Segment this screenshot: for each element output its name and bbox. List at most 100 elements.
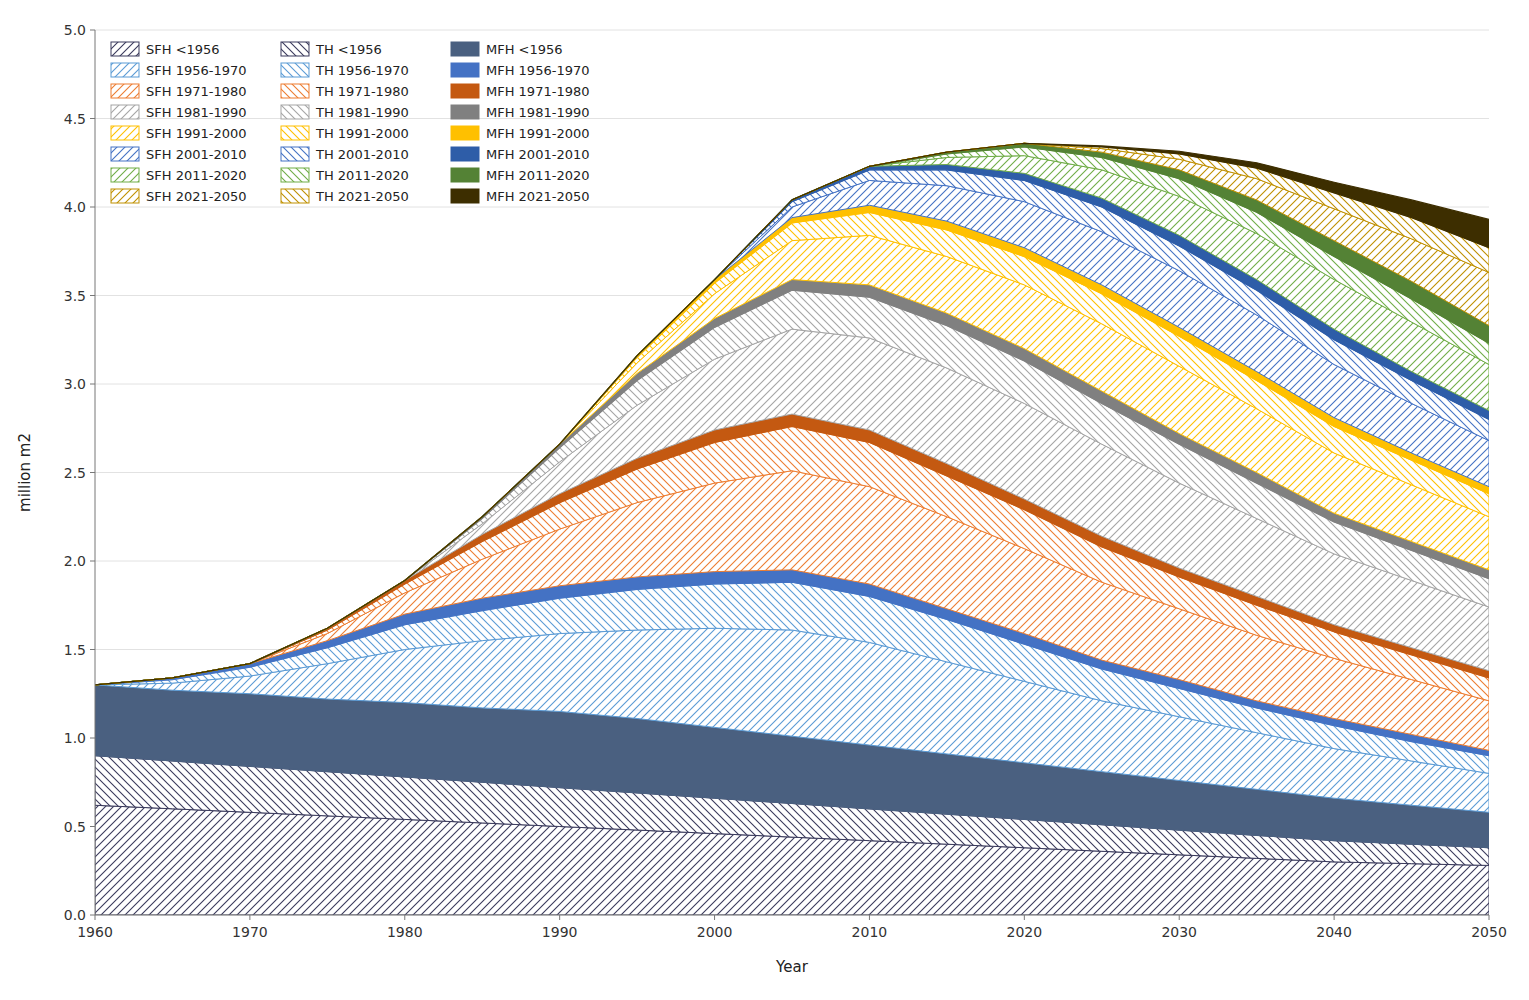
legend-swatch	[111, 84, 139, 98]
legend: SFH <1956 TH <1956 MFH <1956 SFH 1956-1970 T…	[111, 42, 589, 204]
legend-swatch	[281, 84, 309, 98]
x-tick	[1334, 915, 1335, 920]
legend-label: SFH <1956	[146, 42, 220, 57]
x-tick	[95, 915, 96, 920]
legend-swatch	[281, 168, 309, 182]
x-tick	[1489, 915, 1490, 920]
legend-swatch	[451, 84, 479, 98]
y-tick	[90, 826, 95, 827]
y-tick	[90, 384, 95, 385]
y-tick	[90, 915, 95, 916]
grid-line	[95, 30, 1489, 31]
legend-label: TH 2021-2050	[315, 189, 409, 204]
y-tick-label: 1.0	[64, 730, 86, 746]
legend-label: SFH 2021-2050	[146, 189, 247, 204]
y-tick-label: 3.5	[64, 288, 86, 304]
legend-swatch	[281, 189, 309, 203]
legend-label: MFH 2021-2050	[486, 189, 589, 204]
legend-swatch	[281, 147, 309, 161]
legend-label: TH <1956	[315, 42, 382, 57]
legend-swatch	[451, 105, 479, 119]
y-tick-label: 4.5	[64, 111, 86, 127]
legend-label: SFH 2011-2020	[146, 168, 247, 183]
y-tick	[90, 118, 95, 119]
areas	[95, 143, 1489, 915]
x-tick-label: 2030	[1161, 924, 1197, 940]
y-tick-label: 2.0	[64, 553, 86, 569]
y-tick-label: 3.0	[64, 376, 86, 392]
legend-label: TH 1991-2000	[315, 126, 409, 141]
area	[95, 143, 1489, 685]
legend-swatch	[111, 105, 139, 119]
legend-label: TH 2011-2020	[315, 168, 409, 183]
legend-swatch	[281, 126, 309, 140]
area	[95, 143, 1489, 685]
x-tick	[1179, 915, 1180, 920]
x-tick-label: 1960	[77, 924, 113, 940]
legend-label: SFH 2001-2010	[146, 147, 247, 162]
x-tick-label: 2050	[1471, 924, 1507, 940]
legend-swatch	[451, 126, 479, 140]
legend-label: MFH 1971-1980	[486, 84, 589, 99]
area	[95, 143, 1489, 685]
legend-label: MFH <1956	[486, 42, 563, 57]
x-tick	[559, 915, 560, 920]
y-tick-label: 1.5	[64, 642, 86, 658]
legend-label: SFH 1971-1980	[146, 84, 247, 99]
y-tick	[90, 561, 95, 562]
legend-label: TH 1956-1970	[315, 63, 409, 78]
x-tick-label: 2010	[852, 924, 888, 940]
legend-label: MFH 2011-2020	[486, 168, 589, 183]
legend-swatch	[111, 63, 139, 77]
x-tick-label: 2040	[1316, 924, 1352, 940]
legend-label: MFH 1981-1990	[486, 105, 589, 120]
y-tick-label: 0.5	[64, 819, 86, 835]
y-tick	[90, 30, 95, 31]
legend-label: MFH 1956-1970	[486, 63, 589, 78]
legend-label: TH 1981-1990	[315, 105, 409, 120]
y-tick	[90, 295, 95, 296]
x-tick	[249, 915, 250, 920]
legend-label: SFH 1956-1970	[146, 63, 247, 78]
legend-label: TH 1971-1980	[315, 84, 409, 99]
legend-swatch	[111, 147, 139, 161]
x-tick	[869, 915, 870, 920]
axes: 1960197019801990200020102020203020402050…	[64, 22, 1507, 940]
x-tick-label: 2000	[697, 924, 733, 940]
x-tick-label: 2020	[1007, 924, 1043, 940]
area	[95, 147, 1489, 685]
y-tick-label: 2.5	[64, 465, 86, 481]
y-tick	[90, 472, 95, 473]
y-tick	[90, 207, 95, 208]
legend-swatch	[281, 63, 309, 77]
legend-swatch	[281, 42, 309, 56]
x-tick-label: 1980	[387, 924, 423, 940]
legend-label: TH 2001-2010	[315, 147, 409, 162]
area	[95, 143, 1489, 685]
grid-line	[95, 915, 1489, 916]
legend-swatch	[451, 189, 479, 203]
legend-swatch	[281, 105, 309, 119]
y-tick-label: 0.0	[64, 907, 86, 923]
grid	[95, 30, 1489, 915]
legend-swatch	[451, 168, 479, 182]
y-tick	[90, 649, 95, 650]
legend-swatch	[451, 63, 479, 77]
y-tick-label: 5.0	[64, 22, 86, 38]
y-axis-label: million m2	[16, 433, 34, 512]
legend-label: SFH 1991-2000	[146, 126, 247, 141]
legend-swatch	[451, 147, 479, 161]
x-axis-line	[95, 915, 1489, 916]
x-tick	[1024, 915, 1025, 920]
x-axis-label: Year	[775, 958, 809, 976]
legend-swatch	[111, 189, 139, 203]
legend-label: MFH 1991-2000	[486, 126, 589, 141]
x-tick-label: 1970	[232, 924, 268, 940]
legend-swatch	[111, 168, 139, 182]
x-tick	[714, 915, 715, 920]
x-tick	[404, 915, 405, 920]
legend-swatch	[111, 42, 139, 56]
legend-swatch	[451, 42, 479, 56]
y-tick	[90, 738, 95, 739]
legend-label: MFH 2001-2010	[486, 147, 589, 162]
